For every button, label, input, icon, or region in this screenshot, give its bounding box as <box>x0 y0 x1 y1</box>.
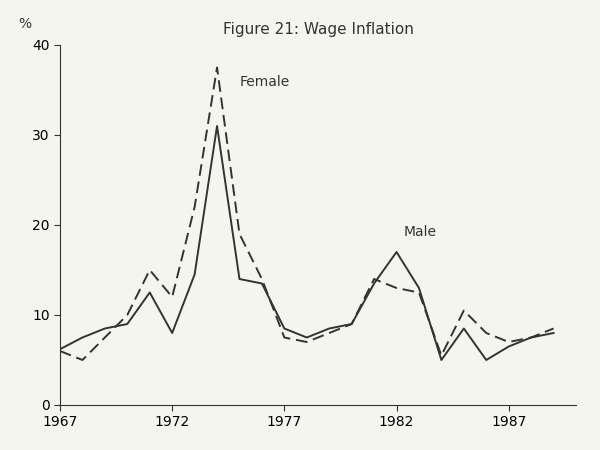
Text: %: % <box>19 17 32 31</box>
Text: Female: Female <box>239 75 290 89</box>
Title: Figure 21: Wage Inflation: Figure 21: Wage Inflation <box>223 22 413 37</box>
Text: Male: Male <box>403 225 436 239</box>
